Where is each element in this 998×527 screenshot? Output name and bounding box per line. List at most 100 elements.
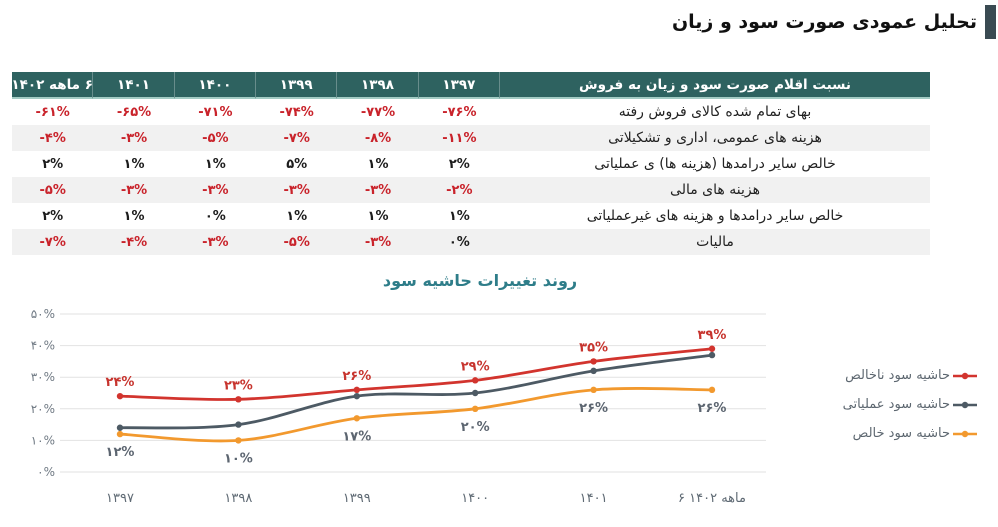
chart-title: روند تغییرات حاشیه سود [382, 271, 578, 290]
table-header-year-0: ۱۳۹۷ [418, 72, 500, 99]
data-point [235, 396, 242, 403]
table-cell: ۱% [256, 203, 338, 229]
series-line-0 [118, 347, 714, 401]
series-line-1 [118, 353, 714, 430]
data-label: ۲۶% [698, 401, 727, 416]
y-tick-label: ۵۰% [31, 307, 55, 321]
table-cell: -۸% [337, 125, 419, 151]
margin-trend-chart: ۰% ۱۰% ۲۰% ۳۰% ۴۰% ۵۰% ۱۳۹۷ ۱۳۹۸ ۱۳۹۹ ۱۴۰۰ ۱۴۰۱ ۶ م… [31, 307, 766, 506]
table-cell: -۷۷% [337, 99, 419, 125]
data-label: ۲۰% [461, 420, 490, 435]
series-line-2 [118, 387, 714, 443]
row-label: مالیات [500, 229, 930, 255]
table-cell: -۴% [93, 229, 175, 255]
table-cell: ۲% [418, 151, 500, 177]
table-cell: ۱% [337, 151, 419, 177]
data-point [708, 351, 716, 359]
x-tick-label: ۱۳۹۸ [224, 491, 252, 506]
legend-marker-icon [953, 372, 977, 379]
table-cell: ۱% [93, 151, 175, 177]
table-cell: -۳% [337, 177, 419, 203]
data-label: ۳۵% [579, 340, 608, 355]
data-point [116, 392, 124, 400]
data-label: ۳۹% [698, 328, 727, 343]
data-label: ۱۲% [106, 445, 135, 460]
data-label: ۲۹% [461, 359, 490, 374]
row-label: خالص سایر درامدها (هزینه ها) ی عملیاتی [500, 151, 930, 177]
chart-legend: حاشیه سود ناخالص حاشیه سود عملیاتی حاشیه س… [792, 361, 978, 448]
table-cell: ۰% [174, 203, 257, 229]
data-point [235, 437, 242, 444]
table-cell: -۷% [256, 125, 338, 151]
table-cell: -۵% [12, 177, 94, 203]
data-label: ۲۶% [579, 401, 608, 416]
table-header-year-1: ۱۳۹۸ [337, 72, 419, 99]
page-header: تحلیل عمودی صورت سود و زیان [672, 5, 996, 39]
data-point [708, 345, 716, 352]
table-header-year-2: ۱۳۹۹ [256, 72, 338, 99]
table-cell: -۱۱% [418, 125, 500, 151]
table-cell: -۷% [12, 229, 94, 255]
data-point [116, 424, 124, 431]
y-tick-label: ۲۰% [31, 402, 55, 416]
y-tick-label: ۱۰% [31, 433, 55, 447]
title-accent-bar [985, 5, 996, 39]
table-cell: ۲% [12, 151, 94, 177]
y-tick-label: ۰% [37, 465, 55, 479]
data-label: ۱۰% [224, 451, 253, 466]
data-point [353, 392, 360, 400]
data-point [590, 358, 597, 365]
row-label: خالص سایر درامدها و هزینه های غیرعملیاتی [500, 203, 930, 229]
table-cell: ۵% [256, 151, 338, 177]
table-cell: ۱% [174, 151, 257, 177]
table-cell: -۳% [174, 177, 257, 203]
legend-marker-icon [953, 430, 977, 437]
table-header-items: نسبت اقلام صورت سود و زیان به فروش [500, 72, 930, 99]
x-tick-label: ۱۳۹۷ [106, 491, 134, 506]
table-cell: -۳% [256, 177, 338, 203]
table-cell: ۱% [337, 203, 419, 229]
x-tick-label: ۶ ماهه ۱۴۰۲ [678, 491, 746, 506]
y-tick-label: ۳۰% [31, 370, 55, 384]
table-cell: -۷۶% [418, 99, 500, 125]
legend-item-2[interactable]: حاشیه سود خالص [792, 419, 978, 448]
pl-ratio-table: نسبت اقلام صورت سود و زیان به فروش ۱۳۹۷ ۱۳… [11, 72, 930, 255]
data-point [116, 430, 124, 438]
legend-label: حاشیه سود عملیاتی [842, 397, 950, 412]
legend-label: حاشیه سود خالص [852, 426, 950, 441]
table-cell: -۷۴% [256, 99, 338, 125]
legend-marker-icon [953, 401, 977, 408]
table-header-year-5: ۶ ماهه ۱۴۰۲ [11, 72, 94, 99]
x-tick-label: ۱۳۹۹ [343, 491, 371, 506]
table-header-year-3: ۱۴۰۰ [174, 72, 257, 99]
y-tick-label: ۴۰% [31, 339, 55, 353]
row-label: بهای تمام شده کالای فروش رفته [500, 99, 930, 125]
table-cell: -۵% [256, 229, 338, 255]
table-cell: -۷۱% [174, 99, 257, 125]
x-tick-label: ۱۴۰۰ [461, 491, 489, 506]
data-point [590, 367, 597, 375]
data-label: ۱۷% [342, 429, 371, 444]
legend-item-0[interactable]: حاشیه سود ناخالص [792, 361, 978, 390]
legend-item-1[interactable]: حاشیه سود عملیاتی [792, 390, 978, 419]
table-cell: ۲% [12, 203, 94, 229]
data-point [353, 415, 360, 422]
x-tick-label: ۱۴۰۱ [580, 491, 608, 506]
table-cell: -۲% [418, 177, 500, 203]
table-cell: -۳% [337, 229, 419, 255]
data-point [472, 405, 479, 412]
data-point [472, 377, 479, 384]
table-cell: -۶۵% [93, 99, 175, 125]
data-label: ۲۴% [106, 375, 135, 390]
page-title: تحلیل عمودی صورت سود و زیان [671, 11, 977, 33]
data-label: ۲۳% [224, 378, 253, 393]
data-point [353, 386, 360, 394]
table-cell: -۶۱% [12, 99, 94, 125]
table-cell: -۴% [12, 125, 94, 151]
data-point [590, 386, 597, 394]
data-point [472, 389, 479, 397]
table-cell: ۰% [418, 229, 500, 255]
table-cell: -۳% [93, 177, 175, 203]
table-cell: -۳% [93, 125, 175, 151]
table-cell: -۵% [174, 125, 257, 151]
